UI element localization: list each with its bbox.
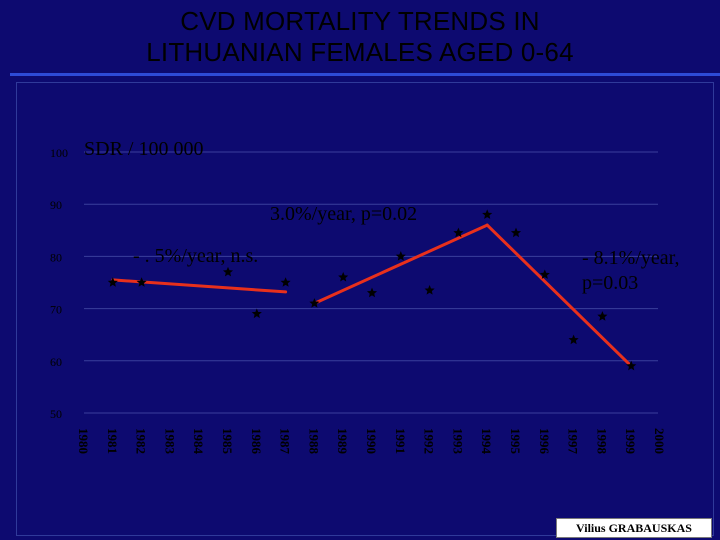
x-tick-label-1985: 1985 xyxy=(220,428,235,455)
y-axis-label: SDR / 100 000 xyxy=(84,138,203,160)
x-tick-label-1989: 1989 xyxy=(335,428,350,455)
x-tick-label-1999: 1999 xyxy=(623,428,638,455)
x-tick-label-1998: 1998 xyxy=(594,428,609,455)
x-tick-label-1990: 1990 xyxy=(364,428,379,454)
x-tick-label-1996: 1996 xyxy=(537,428,552,455)
x-tick-label-1993: 1993 xyxy=(450,428,465,455)
x-tick-label-1987: 1987 xyxy=(278,428,293,455)
data-point-1992 xyxy=(425,286,434,294)
data-point-1994 xyxy=(483,210,492,218)
author-credit: Vilius GRABAUSKAS xyxy=(556,518,712,538)
data-point-1995 xyxy=(512,228,521,236)
y-tick-label-50: 50 xyxy=(50,407,62,421)
x-tick-label-1991: 1991 xyxy=(393,428,408,454)
y-tick-label-90: 90 xyxy=(50,198,62,212)
data-point-1982 xyxy=(137,278,146,286)
data-point-1998 xyxy=(598,312,607,320)
x-tick-label-1986: 1986 xyxy=(249,428,264,455)
data-point-1997 xyxy=(569,335,578,343)
y-tick-label-100: 100 xyxy=(50,146,68,160)
trend-annotation-3: - 8.1%/year,p=0.03 xyxy=(582,247,680,294)
trend-annotation-2: 3.0%/year, p=0.02 xyxy=(270,203,417,225)
data-point-1987 xyxy=(281,278,290,286)
trend-annotation-1: - . 5%/year, n.s. xyxy=(133,245,258,267)
y-tick-label-80: 80 xyxy=(50,250,62,264)
data-point-1989 xyxy=(339,273,348,281)
x-tick-label-1992: 1992 xyxy=(422,428,437,454)
data-point-1990 xyxy=(368,288,377,296)
data-point-1991 xyxy=(397,252,406,260)
x-tick-label-2000: 2000 xyxy=(652,428,667,454)
x-tick-label-1984: 1984 xyxy=(191,428,206,455)
y-tick-label-60: 60 xyxy=(50,355,62,369)
y-tick-label-70: 70 xyxy=(50,303,62,317)
data-point-1986 xyxy=(253,309,262,317)
x-tick-label-1981: 1981 xyxy=(105,428,120,454)
x-tick-label-1997: 1997 xyxy=(566,428,581,455)
x-tick-label-1994: 1994 xyxy=(479,428,494,455)
x-tick-label-1995: 1995 xyxy=(508,428,523,455)
x-tick-label-1988: 1988 xyxy=(306,428,321,455)
data-point-1985 xyxy=(224,268,233,276)
x-tick-label-1983: 1983 xyxy=(162,428,177,455)
x-tick-label-1980: 1980 xyxy=(76,428,91,454)
x-tick-label-1982: 1982 xyxy=(134,428,149,454)
data-point-1988 xyxy=(310,299,319,307)
